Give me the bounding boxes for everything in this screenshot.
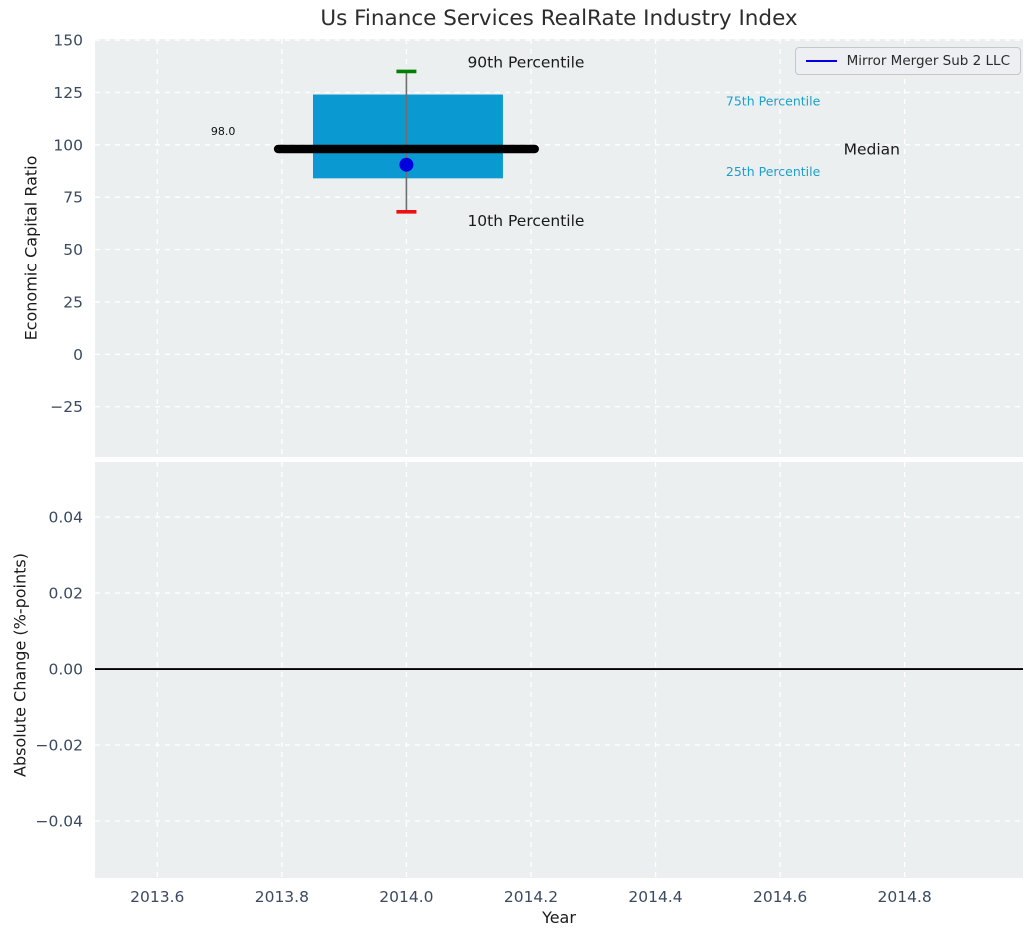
annotation-98-0: 98.0	[211, 125, 236, 138]
y-tick-label-top: 150	[53, 32, 83, 50]
legend: Mirror Merger Sub 2 LLC	[794, 47, 1021, 75]
y-tick-label-top: 125	[53, 84, 83, 102]
y-tick-label-bottom: 0.02	[48, 585, 83, 603]
y-tick-label-top: 25	[63, 293, 83, 311]
x-tick-label: 2014.2	[504, 888, 558, 906]
y-tick-label-top: 75	[63, 189, 83, 207]
annotation-median: Median	[844, 141, 900, 159]
legend-label: Mirror Merger Sub 2 LLC	[846, 53, 1010, 69]
y-tick-label-top: 50	[63, 241, 83, 259]
x-tick-label: 2014.4	[628, 888, 682, 906]
y-tick-label-top: −25	[50, 398, 83, 416]
y-tick-label-bottom: 0.04	[48, 509, 83, 527]
y-axis-label-bottom: Absolute Change (%-points)	[10, 553, 30, 777]
chart-title: Us Finance Services RealRate Industry In…	[320, 6, 798, 31]
annotation-75th-percentile: 75th Percentile	[726, 94, 821, 109]
x-tick-label: 2014.6	[753, 888, 807, 906]
y-tick-label-bottom: −0.02	[36, 737, 84, 755]
x-tick-label: 2013.8	[255, 888, 309, 906]
y-tick-label-top: 0	[73, 346, 83, 364]
legend-line-sample	[805, 60, 837, 62]
y-tick-label-bottom: −0.04	[36, 813, 84, 831]
x-tick-label: 2014.0	[379, 888, 433, 906]
y-tick-label-top: 100	[53, 136, 83, 154]
x-tick-label: 2013.6	[130, 888, 184, 906]
annotation-10th-percentile: 10th Percentile	[467, 212, 584, 230]
axes-top-background	[95, 39, 1023, 457]
annotation-90th-percentile: 90th Percentile	[467, 54, 584, 72]
x-tick-label: 2014.8	[878, 888, 932, 906]
axes-bottom-background	[95, 462, 1023, 878]
y-tick-label-bottom: 0.00	[48, 661, 83, 679]
annotation-25th-percentile: 25th Percentile	[726, 164, 821, 179]
company-value-dot	[399, 157, 414, 172]
x-axis-label: Year	[542, 908, 576, 927]
y-axis-label-top: Economic Capital Ratio	[21, 155, 41, 341]
